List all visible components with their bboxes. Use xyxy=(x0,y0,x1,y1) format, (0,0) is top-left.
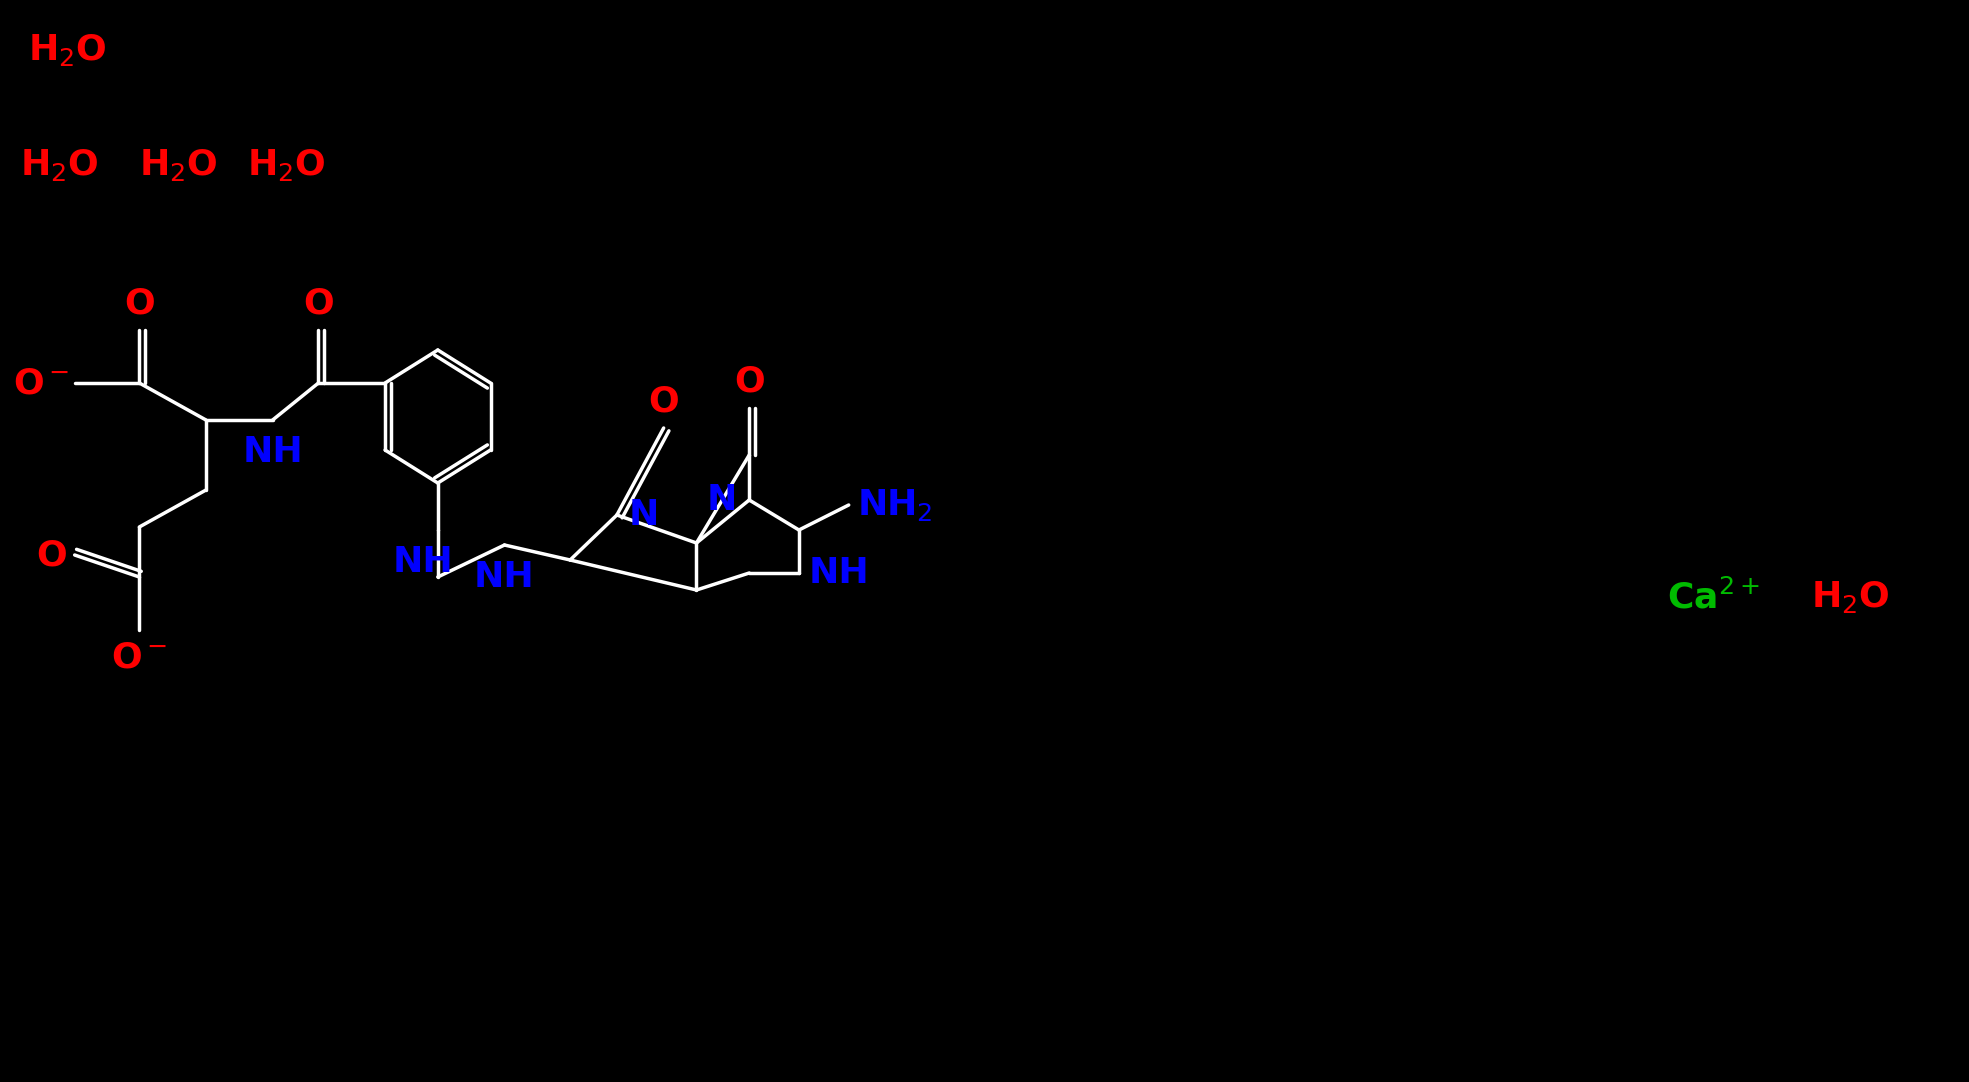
Text: H$_2$O: H$_2$O xyxy=(246,147,325,183)
Text: H$_2$O: H$_2$O xyxy=(1811,579,1890,615)
Text: O: O xyxy=(648,384,679,418)
Text: N: N xyxy=(707,483,736,517)
Text: NH: NH xyxy=(475,560,536,594)
Text: O$^-$: O$^-$ xyxy=(110,639,167,674)
Text: NH$_2$: NH$_2$ xyxy=(857,487,931,523)
Text: NH: NH xyxy=(809,556,870,590)
Text: NH: NH xyxy=(392,545,453,579)
Text: O: O xyxy=(35,538,67,572)
Text: O$^-$: O$^-$ xyxy=(14,366,69,400)
Text: NH: NH xyxy=(242,435,303,469)
Text: O: O xyxy=(303,286,335,320)
Text: O: O xyxy=(124,286,156,320)
Text: H$_2$O: H$_2$O xyxy=(28,32,106,68)
Text: H$_2$O: H$_2$O xyxy=(20,147,98,183)
Text: O: O xyxy=(734,364,764,398)
Text: N: N xyxy=(628,498,660,532)
Text: H$_2$O: H$_2$O xyxy=(140,147,219,183)
Text: Ca$^{2+}$: Ca$^{2+}$ xyxy=(1666,579,1758,615)
